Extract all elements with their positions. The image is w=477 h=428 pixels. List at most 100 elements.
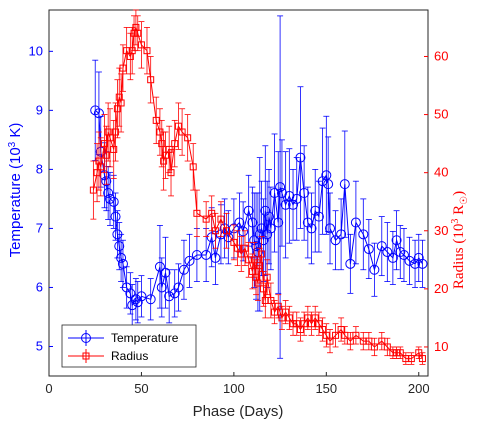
radius-point: [337, 326, 345, 334]
radius-point: [256, 262, 264, 270]
radius-point: [152, 116, 160, 124]
temperature-point: [173, 282, 184, 293]
radius-point: [241, 244, 249, 252]
temperature-point: [284, 190, 295, 201]
y-right-tick-label: 30: [434, 223, 448, 238]
temperature-point: [350, 217, 361, 228]
radius-point: [211, 227, 219, 235]
radius-point: [415, 349, 423, 357]
temperature-series: [90, 15, 428, 359]
radius-point: [230, 238, 238, 246]
radius-point: [93, 169, 101, 177]
y-right-tick-label: 20: [434, 281, 448, 296]
temperature-point: [317, 176, 328, 187]
radius-point: [234, 244, 242, 252]
radius-point: [137, 41, 145, 49]
radius-point: [258, 250, 266, 258]
ticks-layer: 0 50 100 150 200 5 6 7 8 9 10 10 20 30 40 50 60: [29, 43, 449, 396]
temperature-point: [387, 252, 398, 263]
radius-point: [143, 47, 151, 55]
temperature-point: [398, 249, 409, 260]
radius-point: [259, 285, 267, 293]
temperature-point: [112, 229, 123, 240]
temperature-point: [339, 179, 350, 190]
radius-point: [267, 296, 275, 304]
x-tick-label: 100: [223, 381, 245, 396]
radius-point: [113, 105, 121, 113]
temperature-point: [247, 217, 258, 228]
temperature-point: [251, 241, 262, 252]
x-tick-label: 150: [315, 381, 337, 396]
temperature-point: [295, 152, 306, 163]
radius-point: [300, 320, 308, 328]
temperature-point: [110, 211, 121, 222]
radius-point: [208, 209, 216, 217]
temperature-point: [184, 255, 195, 266]
radius-point: [165, 145, 173, 153]
radius-point: [147, 76, 155, 84]
y-right-tick-label: 50: [434, 107, 448, 122]
temperature-point: [313, 211, 324, 222]
radius-point: [285, 314, 293, 322]
temperature-point: [105, 193, 116, 204]
temperature-point: [404, 255, 415, 266]
temperature-point: [323, 179, 334, 190]
temperature-point: [206, 232, 217, 243]
temperature-point: [310, 205, 321, 216]
radius-point: [293, 320, 301, 328]
radius-point: [128, 47, 136, 55]
temperature-point: [116, 252, 127, 263]
radius-point: [89, 186, 97, 194]
y-axis-left-label: Temperature (103 K): [7, 123, 24, 258]
temperature-point: [130, 294, 141, 305]
temperature-point: [363, 244, 374, 255]
radius-point: [396, 349, 404, 357]
temperature-point: [90, 105, 101, 116]
y-right-tick-label: 60: [434, 48, 448, 63]
radius-point: [156, 128, 164, 136]
radius-point: [119, 64, 127, 72]
temperature-point: [325, 223, 336, 234]
legend-entry-temperature: Temperature: [68, 330, 179, 346]
temperature-point: [145, 294, 156, 305]
radius-point: [304, 314, 312, 322]
radius-point: [193, 209, 201, 217]
radius-point: [383, 343, 391, 351]
radius-point: [97, 163, 105, 171]
radius-point: [319, 326, 327, 334]
temperature-point: [252, 247, 263, 258]
temperature-point: [382, 247, 393, 258]
y-left-tick-label: 9: [36, 102, 43, 117]
temperature-point: [265, 223, 276, 234]
temperature-point: [169, 288, 180, 299]
temperature-point: [291, 193, 302, 204]
temperature-point: [413, 252, 424, 263]
temperature-point: [156, 282, 167, 293]
temperature-point: [210, 252, 221, 263]
x-tick-label: 50: [134, 381, 148, 396]
radius-point: [167, 169, 175, 177]
radius-point: [102, 151, 110, 159]
plot-area: [48, 9, 429, 377]
temperature-point: [254, 229, 265, 240]
radius-series: [89, 9, 426, 365]
radius-point: [254, 279, 262, 287]
radius-point: [134, 29, 142, 37]
radius-point: [278, 314, 286, 322]
temperature-point: [93, 108, 104, 119]
temperature-point: [358, 229, 369, 240]
radius-point: [311, 314, 319, 322]
legend: Temperature Radius: [61, 324, 197, 368]
legend-radius-label: Radius: [111, 349, 148, 363]
radius-point: [296, 326, 304, 334]
legend-temperature-marker: [81, 333, 91, 343]
radius-point: [171, 140, 179, 148]
y-left-tick-label: 7: [36, 220, 43, 235]
radius-point: [217, 215, 225, 223]
temperature-point: [243, 205, 254, 216]
temperature-point: [114, 241, 125, 252]
radius-point: [174, 122, 182, 130]
radius-point: [418, 355, 426, 363]
radius-point: [322, 331, 330, 339]
